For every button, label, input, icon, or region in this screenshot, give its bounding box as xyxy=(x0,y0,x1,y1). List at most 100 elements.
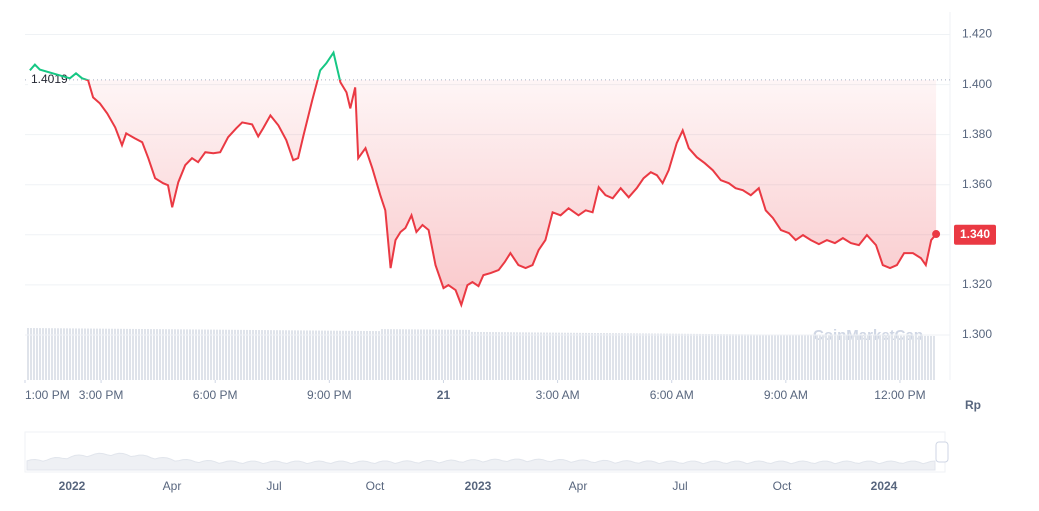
volume-bar xyxy=(807,334,809,380)
volume-bar xyxy=(870,335,872,380)
volume-bar xyxy=(159,329,161,380)
volume-bar xyxy=(207,329,209,380)
volume-bar xyxy=(417,329,419,380)
volume-bar xyxy=(396,329,398,380)
volume-bar xyxy=(720,334,722,380)
volume-bar xyxy=(123,328,125,380)
y-tick-label: 1.360 xyxy=(962,177,992,191)
volume-bar xyxy=(744,334,746,380)
navigator-handle[interactable] xyxy=(935,441,949,463)
volume-bar xyxy=(453,329,455,380)
volume-bar xyxy=(909,335,911,380)
volume-bar xyxy=(753,334,755,380)
volume-bar xyxy=(819,334,821,380)
volume-bar xyxy=(390,329,392,380)
volume-bar xyxy=(552,332,554,380)
volume-bar xyxy=(564,332,566,380)
volume-bar xyxy=(327,330,329,380)
navigator-label: Apr xyxy=(569,479,588,493)
volume-bar xyxy=(567,332,569,380)
volume-bar xyxy=(48,328,50,380)
volume-bar xyxy=(834,335,836,380)
volume-bar xyxy=(912,335,914,380)
volume-bar xyxy=(531,332,533,380)
volume-bar xyxy=(771,334,773,380)
volume-bar xyxy=(240,329,242,380)
volume-bar xyxy=(660,333,662,380)
volume-bar xyxy=(315,330,317,380)
volume-bar xyxy=(657,333,659,380)
volume-bar xyxy=(711,334,713,380)
price-line-down xyxy=(83,79,937,308)
volume-bar xyxy=(393,329,395,380)
volume-bar xyxy=(642,333,644,380)
volume-bar xyxy=(792,334,794,380)
volume-bar xyxy=(456,329,458,380)
volume-bar xyxy=(84,328,86,380)
volume-bar xyxy=(705,333,707,380)
x-tick-label: 1:00 PM xyxy=(25,388,70,402)
volume-bar xyxy=(888,335,890,380)
volume-bar xyxy=(822,334,824,380)
volume-bar xyxy=(216,329,218,380)
volume-bar xyxy=(333,330,335,380)
last-price-bg xyxy=(954,224,996,245)
volume-bar xyxy=(507,332,509,380)
volume-bar xyxy=(261,330,263,380)
volume-bar xyxy=(576,332,578,380)
volume-bar xyxy=(273,330,275,380)
y-tick-label: 1.380 xyxy=(962,127,992,141)
volume-bar xyxy=(213,329,215,380)
volume-bar xyxy=(99,328,101,380)
volume-bar xyxy=(162,329,164,380)
volume-bar xyxy=(504,332,506,380)
volume-bar xyxy=(132,328,134,380)
volume-bar xyxy=(411,329,413,380)
volume-bar xyxy=(168,329,170,380)
volume-bar xyxy=(693,333,695,380)
volume-bar xyxy=(879,335,881,380)
volume-bar xyxy=(486,332,488,380)
volume-bar xyxy=(54,328,56,380)
volume-bar xyxy=(579,332,581,380)
volume-bar xyxy=(222,329,224,380)
volume-bar xyxy=(357,330,359,380)
x-tick-label: 12:00 PM xyxy=(874,388,925,402)
volume-bar xyxy=(462,329,464,380)
volume-bar xyxy=(561,332,563,380)
volume-bar xyxy=(195,329,197,380)
volume-bar xyxy=(813,334,815,380)
y-tick-label: 1.300 xyxy=(962,327,992,341)
volume-bar xyxy=(78,328,80,380)
volume-bar xyxy=(837,335,839,380)
volume-bar xyxy=(666,333,668,380)
volume-bar xyxy=(588,332,590,380)
x-tick-label: 21 xyxy=(437,388,451,402)
volume-bar xyxy=(432,329,434,380)
volume-bar xyxy=(405,329,407,380)
navigator-label: Apr xyxy=(163,479,182,493)
x-tick-label: 9:00 PM xyxy=(307,388,352,402)
volume-bar xyxy=(774,334,776,380)
volume-bar xyxy=(765,334,767,380)
volume-bar xyxy=(678,333,680,380)
volume-bar xyxy=(198,329,200,380)
volume-bar xyxy=(63,328,65,380)
volume-bar xyxy=(111,328,113,380)
volume-bar xyxy=(732,334,734,380)
volume-bar xyxy=(885,335,887,380)
volume-bar xyxy=(723,334,725,380)
volume-bar xyxy=(135,328,137,380)
volume-bar xyxy=(426,329,428,380)
volume-bar xyxy=(519,332,521,380)
volume-bar xyxy=(285,330,287,380)
volume-bar xyxy=(72,328,74,380)
volume-bar xyxy=(171,329,173,380)
volume-bar xyxy=(342,330,344,380)
last-price-label: 1.340 xyxy=(960,227,990,241)
volume-bar xyxy=(480,331,482,380)
volume-bar xyxy=(66,328,68,380)
volume-bar xyxy=(714,334,716,380)
volume-bar xyxy=(375,331,377,380)
